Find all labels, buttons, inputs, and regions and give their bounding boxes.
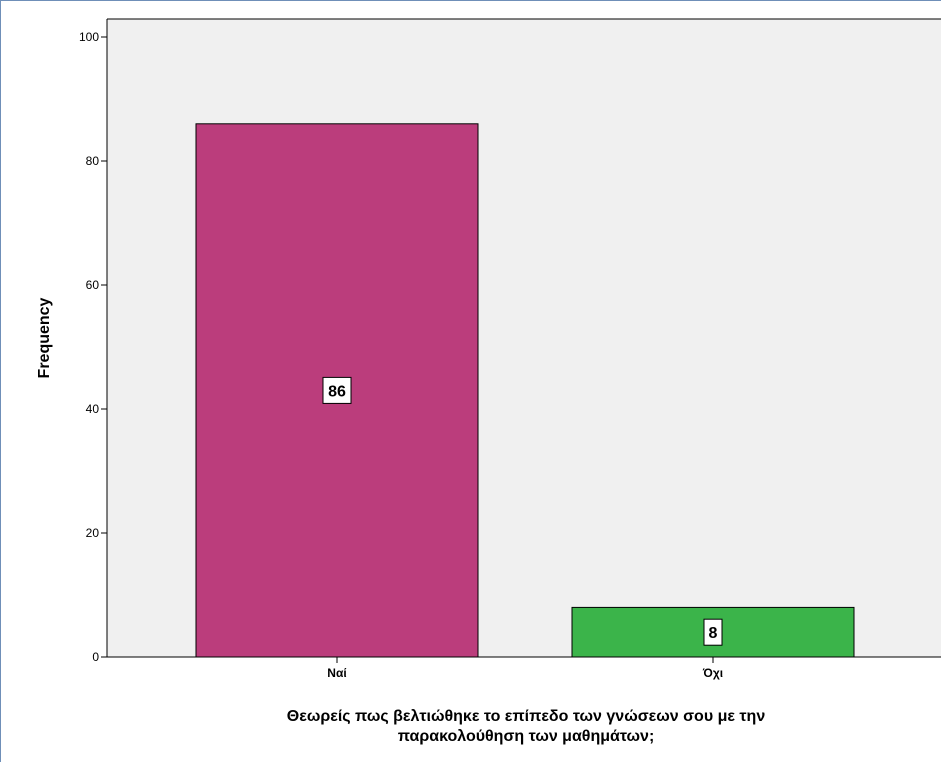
y-tick-label: 60 — [86, 278, 100, 292]
data-label: 86 — [328, 383, 346, 400]
y-tick-label: 0 — [92, 650, 99, 664]
y-tick-label: 40 — [86, 402, 100, 416]
x-axis: Ναί Όχι — [107, 656, 941, 680]
x-axis-title-line-1: Θεωρείς πως βελτιώθηκε το επίπεδο των γν… — [287, 708, 766, 725]
data-label-box — [703, 618, 723, 646]
data-label: 8 — [709, 625, 718, 642]
y-axis-title: Frequency — [36, 297, 53, 378]
y-tick-label: 80 — [86, 154, 100, 168]
y-axis: 0 20 40 60 80 100 — [79, 19, 108, 664]
x-tick-label: Ναί — [327, 666, 346, 680]
bars: 86 8 — [195, 123, 855, 658]
x-tick-label: Όχι — [702, 666, 723, 680]
data-label-box — [322, 376, 352, 404]
y-tick-label: 100 — [79, 30, 99, 44]
y-tick-label: 20 — [86, 526, 100, 540]
x-axis-title-line-2: παρακολούθηση των μαθημάτων; — [398, 728, 655, 745]
